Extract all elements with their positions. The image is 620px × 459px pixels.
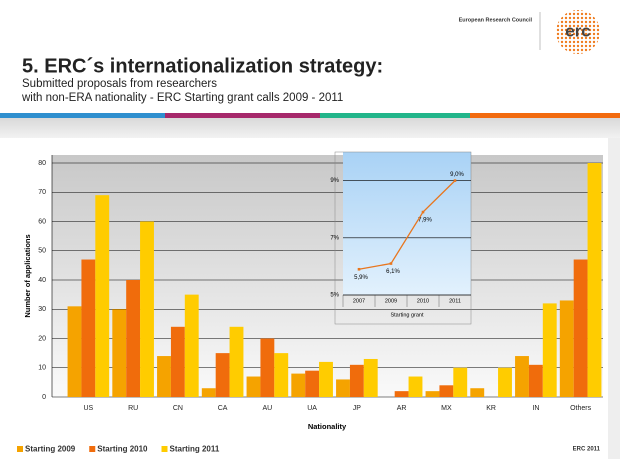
legend-swatch bbox=[17, 446, 23, 452]
x-tick-label: CN bbox=[173, 405, 183, 412]
bar bbox=[425, 391, 440, 397]
bar bbox=[528, 364, 543, 397]
legend-label: Starting 2011 bbox=[170, 445, 220, 454]
legend-label: Starting 2010 bbox=[97, 445, 148, 454]
bar bbox=[81, 259, 96, 397]
bar bbox=[573, 259, 588, 397]
stripe bbox=[470, 113, 620, 118]
bar bbox=[394, 391, 409, 397]
logo: erc bbox=[565, 21, 591, 40]
bar bbox=[542, 303, 557, 397]
stripe bbox=[165, 113, 320, 118]
bar bbox=[274, 353, 289, 397]
x-tick-label: AU bbox=[263, 405, 273, 412]
bar bbox=[170, 326, 185, 397]
bar bbox=[184, 294, 199, 397]
x-tick-label: UA bbox=[307, 405, 317, 412]
side-band bbox=[608, 138, 620, 459]
bar bbox=[260, 338, 275, 397]
inset-x-tick-label: 2009 bbox=[385, 298, 397, 304]
inset-x-tick-label: 2011 bbox=[449, 298, 461, 304]
x-tick-label: JP bbox=[353, 405, 362, 412]
bar bbox=[587, 163, 602, 397]
legend-label: Starting 2009 bbox=[25, 445, 76, 454]
bar bbox=[515, 356, 529, 397]
legend-swatch bbox=[161, 446, 168, 452]
marker bbox=[421, 210, 425, 214]
marker bbox=[357, 267, 361, 271]
footer: ERC 2011 bbox=[573, 447, 601, 453]
logo-dots bbox=[556, 10, 600, 54]
x-tick-label: MX bbox=[441, 405, 452, 412]
legend: Starting 2009 Starting 2010 Starting 2011 bbox=[17, 445, 220, 454]
bar bbox=[140, 221, 154, 397]
y-tick-label: 50 bbox=[38, 248, 46, 255]
y-tick-label: 10 bbox=[38, 365, 46, 372]
y-tick-label: 20 bbox=[38, 335, 46, 342]
title: 5. ERC´s internationalization strategy: bbox=[22, 55, 383, 77]
bar bbox=[453, 367, 468, 397]
inset-x-tick-label: 2010 bbox=[417, 298, 429, 304]
stripe bbox=[0, 113, 165, 118]
data-label: 5,9% bbox=[354, 275, 368, 281]
y-tick-label: 0 bbox=[42, 394, 46, 401]
x-tick-label: Others bbox=[570, 405, 592, 412]
inset-y-tick-label: 9% bbox=[330, 178, 339, 184]
bar bbox=[95, 195, 110, 397]
inset-y-tick-label: 7% bbox=[330, 235, 339, 241]
inset-x-axis-label: Starting grant bbox=[390, 312, 423, 318]
bar bbox=[439, 385, 454, 397]
y-tick-label: 80 bbox=[38, 160, 46, 167]
bar bbox=[126, 280, 141, 397]
stripe bbox=[320, 113, 470, 118]
x-tick-label: RU bbox=[128, 405, 138, 412]
data-label: 9,0% bbox=[450, 172, 464, 178]
y-axis-label: Number of applications bbox=[23, 234, 32, 317]
x-tick-label: US bbox=[84, 405, 94, 412]
line bbox=[358, 180, 456, 270]
data-label: 6,1% bbox=[386, 269, 400, 275]
y-tick-label: 70 bbox=[38, 189, 46, 196]
band bbox=[0, 118, 620, 138]
y-tick-label: 30 bbox=[38, 306, 46, 313]
inset-y-tick-label: 5% bbox=[330, 293, 339, 299]
x-tick-label: IN bbox=[532, 405, 539, 412]
marker bbox=[453, 179, 457, 182]
inset-background bbox=[343, 152, 471, 295]
bar bbox=[246, 376, 261, 397]
x-tick-label: CA bbox=[218, 405, 228, 412]
subtitle: Submitted proposals from researchers bbox=[22, 78, 217, 90]
bar bbox=[112, 309, 127, 397]
bar bbox=[215, 353, 230, 397]
bar bbox=[305, 370, 320, 397]
organization: European Research Council bbox=[459, 17, 533, 23]
bar bbox=[349, 364, 364, 397]
marker bbox=[389, 262, 393, 265]
x-tick-label: AR bbox=[397, 405, 407, 412]
bar bbox=[470, 388, 485, 397]
data-label: 7,9% bbox=[418, 218, 432, 224]
inset-x-tick-label: 2007 bbox=[353, 298, 365, 304]
bar bbox=[363, 358, 378, 397]
x-axis-label: Nationality bbox=[308, 422, 347, 431]
bar bbox=[201, 388, 216, 397]
subtitle: with non-ERA nationality - ERC Starting … bbox=[21, 92, 343, 104]
bar bbox=[408, 376, 423, 397]
bar bbox=[498, 367, 512, 397]
bar bbox=[229, 326, 244, 397]
x-tick-label: KR bbox=[486, 405, 496, 412]
bar bbox=[336, 379, 350, 397]
y-tick-label: 40 bbox=[38, 277, 46, 284]
bar bbox=[291, 373, 306, 397]
legend-swatch bbox=[89, 446, 96, 452]
y-tick-label: 60 bbox=[38, 218, 46, 225]
bar bbox=[559, 300, 574, 397]
bar bbox=[157, 356, 171, 397]
bar bbox=[67, 306, 82, 397]
bar bbox=[319, 361, 333, 397]
